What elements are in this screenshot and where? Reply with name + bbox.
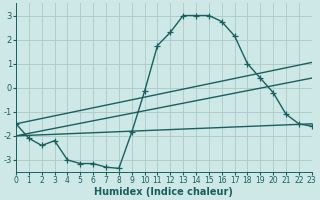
X-axis label: Humidex (Indice chaleur): Humidex (Indice chaleur) (94, 187, 233, 197)
